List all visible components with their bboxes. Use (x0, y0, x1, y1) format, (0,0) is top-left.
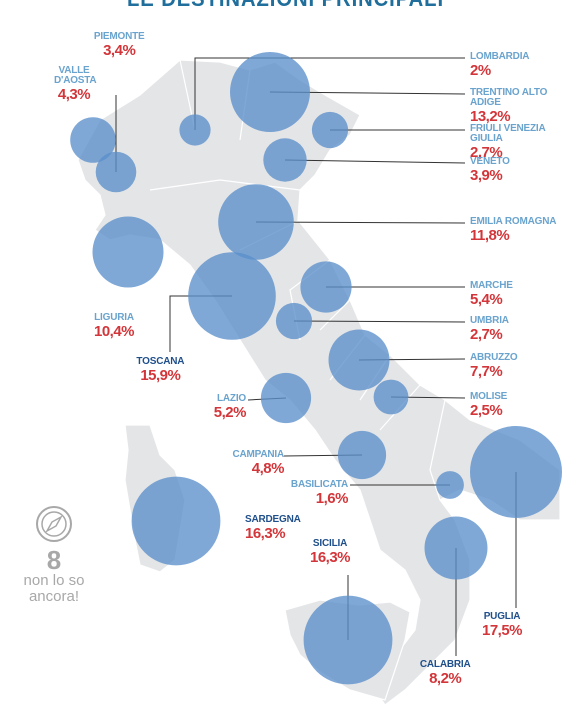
label-trentino-alto-adige: TRENTINO ALTO ADIGE 13,2% (470, 87, 571, 125)
bubble-friuli-venezia-giulia (311, 111, 349, 149)
region-name: FRIULI VENEZIA GIULIA (470, 123, 546, 144)
region-name: UMBRIA (470, 315, 509, 326)
region-percent: 15,9% (140, 367, 181, 384)
region-percent: 8,2% (429, 670, 462, 687)
region-percent: 13,2% (470, 108, 511, 125)
bubble-lazio (260, 372, 312, 424)
bubble-puglia (470, 426, 562, 518)
region-percent: 1,6% (315, 490, 349, 507)
label-friuli-venezia-giulia: FRIULI VENEZIA GIULIA 2,7% (470, 123, 571, 161)
region-percent: 16,3% (309, 549, 351, 566)
bubble-calabria (424, 516, 488, 580)
region-name: PUGLIA (483, 611, 521, 622)
bubble-molise (373, 379, 409, 415)
region-percent: 4,8% (251, 460, 285, 477)
region-percent: 16,3% (245, 525, 286, 542)
label-lombardia: LOMBARDIA 2% (470, 51, 530, 79)
region-percent: 5,4% (470, 291, 503, 308)
bubble-sicilia (303, 595, 393, 685)
region-percent: 2% (470, 62, 491, 79)
bubble-umbria (275, 302, 313, 340)
unknown-count: 8 (46, 545, 62, 575)
bubble-toscana (188, 252, 276, 340)
chart-title: LE DESTINAZIONI PRINCIPALI (23, 0, 548, 12)
leader-line-veneto (284, 159, 466, 164)
label-campania: CAMPANIA 4,8% (226, 449, 285, 477)
unknown-text: non lo so ancora! (23, 572, 85, 605)
region-percent: 3,4% (103, 42, 136, 59)
label-calabria: CALABRIA 8,2% (419, 659, 471, 687)
label-marche: MARCHE 5,4% (470, 280, 513, 308)
label-molise: MOLISE 2,5% (470, 391, 508, 419)
region-name: MARCHE (470, 280, 513, 291)
region-name: VENETO (470, 156, 510, 167)
region-name: LIGURIA (94, 312, 134, 323)
region-percent: 2,7% (470, 326, 503, 343)
region-name: LOMBARDIA (470, 51, 530, 62)
bubble-campania (337, 430, 387, 480)
region-percent: 17,5% (481, 622, 523, 639)
label-emilia-romagna: EMILIA ROMAGNA 11,8% (470, 216, 557, 244)
region-name: ABRUZZO (470, 352, 518, 363)
bubbles (70, 52, 562, 685)
bubble-veneto (263, 138, 307, 182)
bubble-liguria (92, 216, 164, 288)
label-liguria: LIGURIA 10,4% (93, 312, 135, 340)
leader-line-lombardia (194, 57, 465, 130)
label-toscana: TOSCANA 15,9% (136, 356, 185, 384)
region-name: MOLISE (470, 391, 508, 402)
bubble-abruzzo (328, 329, 390, 391)
region-percent: 4,3% (57, 86, 91, 103)
region-percent: 3,9% (470, 167, 503, 184)
region-percent: 5,2% (213, 404, 247, 421)
region-name: EMILIA ROMAGNA (470, 216, 557, 227)
region-name: VALLE D'AOSTA (54, 65, 97, 86)
label-piemonte: PIEMONTE 3,4% (93, 31, 145, 59)
region-percent: 2,5% (470, 402, 503, 419)
region-percent: 11,8% (470, 227, 510, 244)
compass-icon (36, 506, 72, 542)
bubble-emilia-romagna (218, 184, 294, 260)
region-percent: 10,4% (93, 323, 135, 340)
bubble-trentino-alto-adige (230, 52, 310, 132)
label-basilicata: BASILICATA 1,6% (290, 479, 349, 507)
label-lazio: LAZIO 5,2% (200, 393, 247, 421)
bubble-piemonte (95, 151, 137, 193)
unknown-block: 8 non lo so ancora! (18, 505, 90, 605)
region-name: TOSCANA (136, 356, 185, 367)
region-percent: 7,7% (470, 363, 503, 380)
region-name: PIEMONTE (93, 31, 145, 42)
region-name: BASILICATA (290, 479, 348, 490)
bubble-sardegna (131, 476, 221, 566)
label-puglia: PUGLIA 17,5% (481, 611, 523, 639)
label-sardegna: SARDEGNA 16,3% (245, 514, 301, 542)
bubble-marche (300, 261, 352, 313)
label-abruzzo: ABRUZZO 7,7% (470, 352, 518, 380)
region-name: LAZIO (217, 393, 246, 404)
bubble-basilicata (436, 471, 464, 499)
label-umbria: UMBRIA 2,7% (470, 315, 509, 343)
label-veneto: VENETO 3,9% (470, 156, 510, 184)
region-percent: 2,7% (470, 144, 503, 161)
bubble-lombardia (179, 114, 211, 146)
region-name: TRENTINO ALTO ADIGE (470, 87, 548, 108)
label-valle-d-aosta: VALLE D'AOSTA 4,3% (54, 65, 97, 103)
bubble-valle-d-aosta (70, 117, 116, 163)
leader-line-umbria (293, 320, 466, 323)
region-name: SICILIA (312, 538, 348, 549)
region-name: CAMPANIA (232, 449, 284, 460)
label-sicilia: SICILIA 16,3% (309, 538, 351, 566)
region-name: SARDEGNA (245, 514, 301, 525)
region-name: CALABRIA (419, 659, 471, 670)
